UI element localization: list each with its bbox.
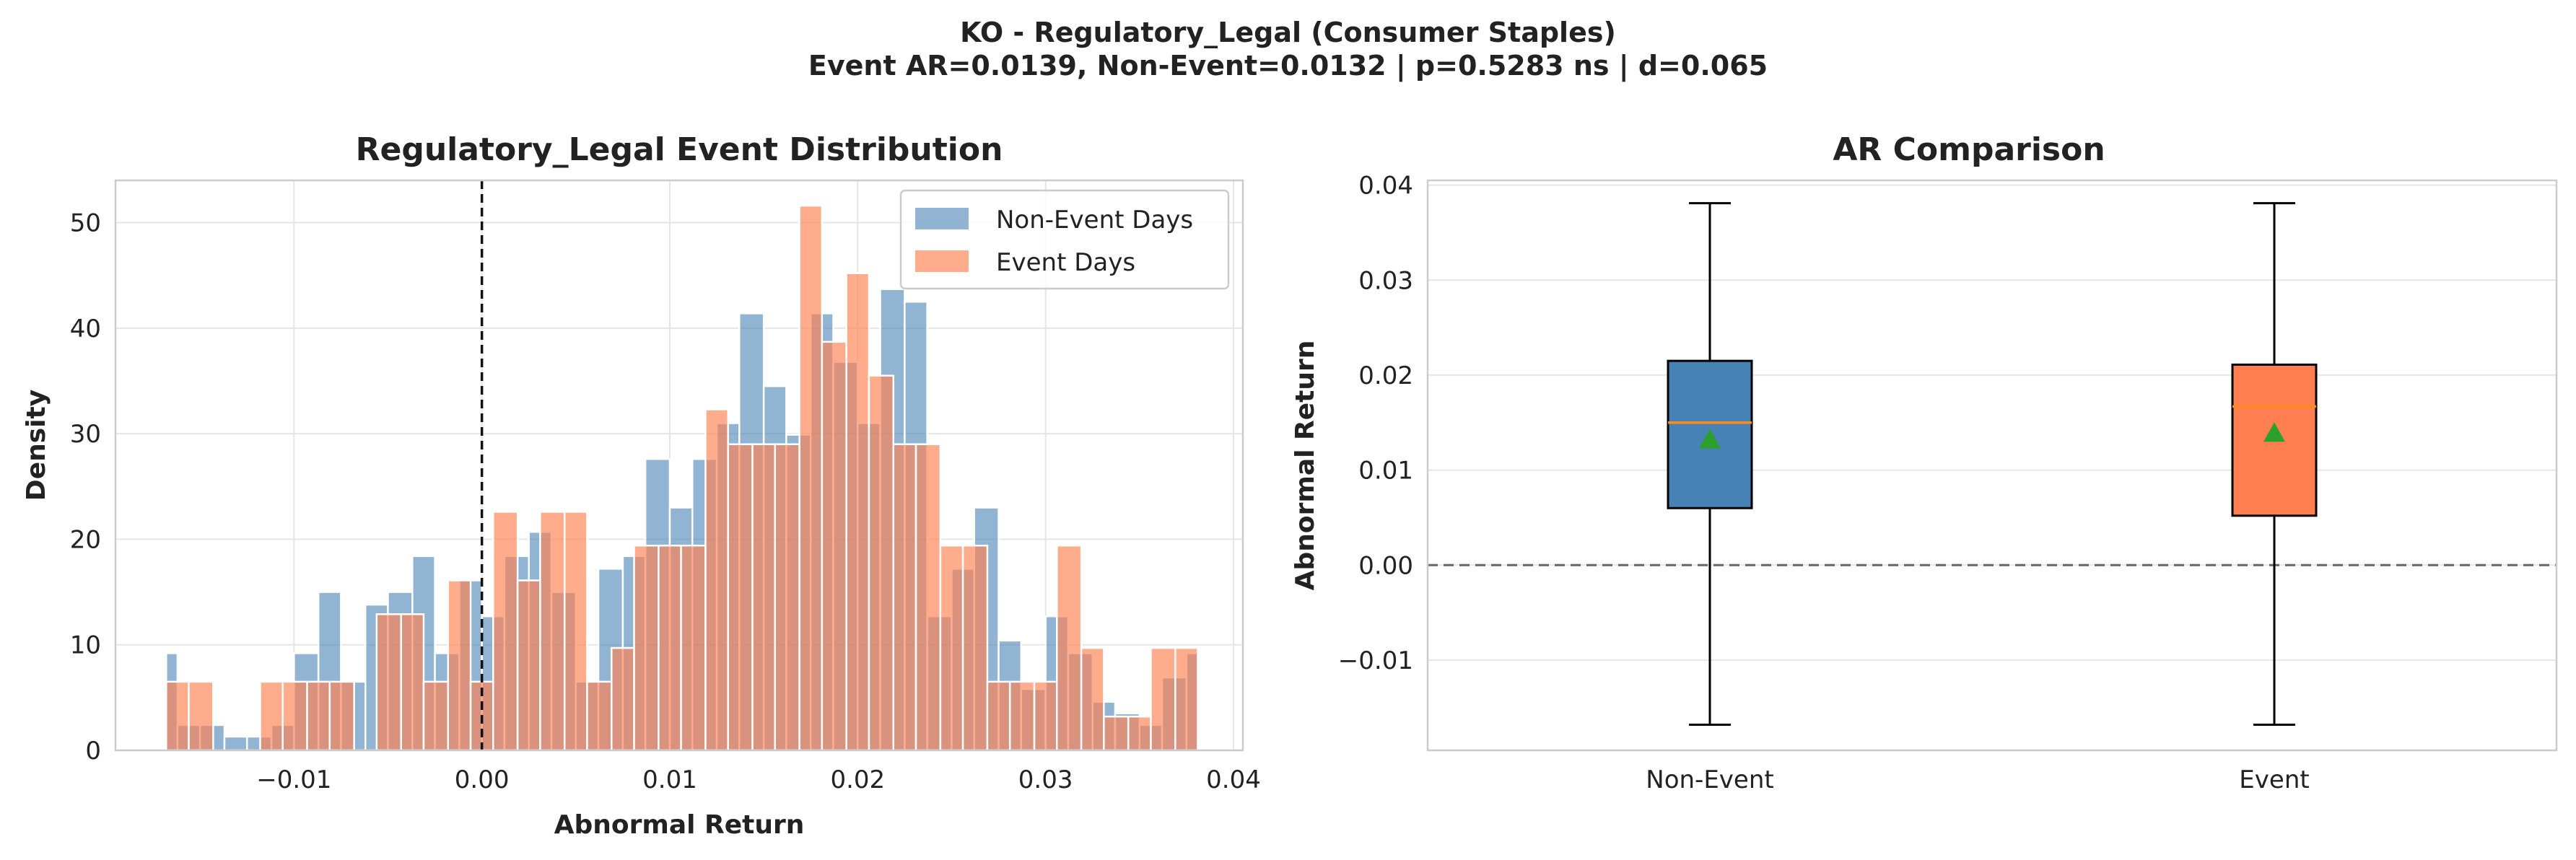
- category-label: Non-Event: [1646, 765, 1773, 794]
- y-tick-label: 0.02: [1358, 361, 1413, 390]
- figure-title: KO - Regulatory_Legal (Consumer Staples)…: [0, 16, 2576, 82]
- event-bar: [774, 443, 800, 752]
- event-bar: [914, 443, 942, 752]
- event-bar: [704, 408, 729, 752]
- box-event: [2231, 202, 2318, 726]
- y-tick-label: 0: [85, 737, 101, 765]
- event-bar: [868, 374, 895, 752]
- mean-marker: [2263, 422, 2285, 442]
- x-tick-label: −0.01: [256, 765, 331, 794]
- event-bar: [821, 341, 847, 752]
- legend-swatch-non-event: [915, 208, 969, 229]
- boxplot-y-axis-label: Abnormal Return: [1291, 341, 1320, 591]
- y-tick-label: 50: [70, 209, 101, 238]
- histogram-panel: Regulatory_Legal Event Distribution −0.0…: [22, 131, 1261, 840]
- boxplot-axes-frame: [1426, 179, 2558, 752]
- event-bar: [188, 680, 214, 752]
- event-bar: [492, 511, 519, 752]
- event-bar: [165, 680, 190, 752]
- event-bar: [1103, 715, 1130, 752]
- y-tick-label: −0.01: [1338, 646, 1413, 675]
- event-bar: [306, 680, 331, 752]
- y-tick-label: 20: [70, 525, 101, 554]
- legend-box: [899, 189, 1230, 290]
- histogram-y-axis-label: Density: [22, 390, 51, 501]
- legend-label-event: Event Days: [996, 248, 1135, 277]
- x-tick-label: 0.04: [1206, 765, 1261, 794]
- boxplot-y-ticks: −0.01 0.00 0.01 0.02 0.03 0.04: [1338, 172, 1413, 675]
- boxplot-x-ticks: Non-Event Event: [1646, 765, 2309, 794]
- event-bar: [658, 544, 682, 752]
- event-bar: [281, 680, 308, 752]
- event-bars: [165, 204, 1199, 752]
- event-bar: [1008, 680, 1036, 752]
- y-tick-label: 30: [70, 420, 101, 449]
- event-bar: [1080, 646, 1105, 752]
- category-label: Event: [2239, 765, 2309, 794]
- event-bar: [516, 579, 541, 752]
- event-bar: [422, 680, 450, 752]
- event-bar: [1174, 646, 1199, 752]
- non-event-bar: [223, 735, 248, 752]
- y-tick-label: 0.01: [1358, 457, 1413, 486]
- event-bar: [259, 680, 284, 752]
- event-bar: [539, 511, 566, 752]
- box-non-event: [1667, 202, 1753, 726]
- legend-swatch-event: [915, 250, 969, 272]
- mean-marker: [1699, 429, 1721, 449]
- event-bar: [1150, 646, 1176, 752]
- histogram-y-ticks: 0 10 20 30 40 50: [70, 209, 101, 765]
- event-bar: [447, 579, 472, 752]
- x-tick-label: 0.02: [830, 765, 885, 794]
- event-bar: [961, 544, 989, 752]
- event-bar: [1033, 680, 1058, 752]
- event-bar: [727, 443, 754, 752]
- event-bar: [892, 443, 917, 752]
- histogram-x-axis-label: Abnormal Return: [554, 810, 805, 840]
- event-bar: [986, 680, 1011, 752]
- event-bar: [586, 680, 613, 752]
- event-bar: [611, 646, 635, 752]
- figure-title-line1: KO - Regulatory_Legal (Consumer Staples): [960, 17, 1616, 48]
- boxplot-boxes: [1667, 202, 2318, 726]
- y-tick-label: 0.00: [1358, 551, 1413, 580]
- histogram-title: Regulatory_Legal Event Distribution: [356, 131, 1003, 168]
- event-bar: [400, 613, 425, 752]
- boxplot-panel: AR Comparison Non-Event Event −0.01 0.00 0.…: [1291, 131, 2558, 794]
- event-bar: [633, 544, 660, 752]
- event-bar: [563, 511, 588, 752]
- figure-title-line2: Event AR=0.0139, Non-Event=0.0132 | p=0.…: [808, 50, 1768, 82]
- y-tick-label: 0.04: [1358, 172, 1413, 201]
- legend-label-non-event: Non-Event Days: [996, 206, 1193, 234]
- event-bar: [680, 544, 707, 752]
- boxplot-grid: [1428, 184, 2557, 661]
- histogram-axes-frame: [114, 179, 1244, 752]
- x-tick-label: 0.03: [1018, 765, 1073, 794]
- y-tick-label: 40: [70, 315, 101, 343]
- x-tick-label: 0.00: [455, 765, 510, 794]
- event-bar: [845, 272, 870, 752]
- x-tick-label: 0.01: [642, 765, 697, 794]
- event-bar: [1127, 715, 1152, 752]
- boxplot-title: AR Comparison: [1833, 131, 2105, 168]
- event-bar: [375, 613, 402, 752]
- event-bar: [751, 443, 777, 752]
- event-bar: [328, 680, 355, 752]
- event-bar: [798, 204, 824, 752]
- event-bar: [1056, 544, 1083, 752]
- histogram-legend: Non-Event Days Event Days: [899, 189, 1230, 290]
- y-tick-label: 0.03: [1358, 266, 1413, 295]
- histogram-x-ticks: −0.01 0.00 0.01 0.02 0.03 0.04: [256, 765, 1261, 794]
- y-tick-label: 10: [70, 631, 101, 660]
- event-bar: [939, 544, 964, 752]
